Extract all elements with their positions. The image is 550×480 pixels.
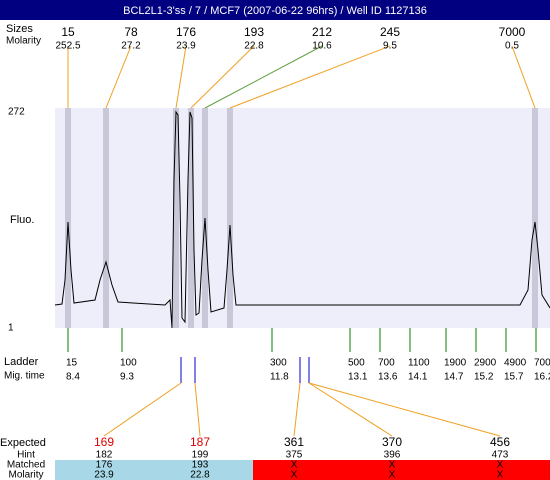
peak-connector bbox=[105, 45, 132, 109]
peak-band bbox=[188, 108, 194, 328]
hint-label: Hint bbox=[17, 450, 35, 461]
expected-value: 456 bbox=[490, 435, 510, 449]
ladder-size: 100 bbox=[120, 358, 137, 369]
ladder-size: 700 bbox=[378, 358, 395, 369]
ladder-time: 9.3 bbox=[120, 372, 134, 383]
hint-value: 473 bbox=[492, 450, 509, 461]
plot-area bbox=[55, 108, 550, 328]
trace bbox=[54, 110, 550, 329]
peak-band bbox=[103, 108, 109, 328]
expected-label: Expected bbox=[0, 437, 46, 449]
peak-molarity: 22.8 bbox=[244, 41, 264, 52]
hint-value: 199 bbox=[192, 450, 209, 461]
molarity-value: X bbox=[497, 470, 504, 480]
molarity-label: Molarity bbox=[6, 36, 41, 47]
peak-size: 193 bbox=[244, 25, 264, 39]
expected-value: 370 bbox=[382, 435, 402, 449]
ladder-time: 13.1 bbox=[348, 372, 368, 383]
peak-size: 78 bbox=[124, 25, 138, 39]
ladder-time: 14.1 bbox=[408, 372, 428, 383]
unmatched-bg bbox=[253, 460, 550, 480]
ladder-time: 14.7 bbox=[444, 372, 464, 383]
matched-value: X bbox=[497, 460, 504, 471]
expected-connector bbox=[308, 382, 393, 437]
matched-value: 193 bbox=[192, 460, 209, 471]
peak-band bbox=[227, 108, 233, 328]
peak-connector bbox=[229, 45, 391, 109]
ladder-time: 13.6 bbox=[378, 372, 398, 383]
ladder-time: 15.7 bbox=[504, 372, 524, 383]
title: BCL2L1-3'ss / 7 / MCF7 (2007-06-22 96hrs… bbox=[123, 5, 427, 17]
ladder-size: 7000 bbox=[534, 358, 550, 369]
peak-size: 212 bbox=[312, 25, 332, 39]
expected-connector bbox=[308, 382, 501, 437]
ladder-size: 500 bbox=[348, 358, 365, 369]
peak-size: 7000 bbox=[499, 25, 526, 39]
peak-size: 15 bbox=[61, 25, 75, 39]
peak-molarity: 23.9 bbox=[176, 41, 196, 52]
ladder-size: 1900 bbox=[444, 358, 467, 369]
ladder-time: 15.2 bbox=[474, 372, 494, 383]
ladder-size: 4900 bbox=[504, 358, 527, 369]
matched-value: 176 bbox=[96, 460, 113, 471]
ladder-size: 2900 bbox=[474, 358, 497, 369]
ladder-size: 1100 bbox=[408, 358, 430, 369]
y-min: 1 bbox=[8, 323, 14, 334]
expected-connector bbox=[103, 382, 182, 437]
peak-molarity: 0.5 bbox=[505, 41, 519, 52]
ladder-size: 300 bbox=[270, 358, 287, 369]
peak-band bbox=[173, 108, 179, 328]
expected-value: 361 bbox=[284, 435, 304, 449]
peak-connector bbox=[190, 45, 255, 109]
hint-value: 182 bbox=[96, 450, 113, 461]
peak-molarity: 27.2 bbox=[121, 41, 141, 52]
ladder-time: 16.2 bbox=[534, 372, 550, 383]
molarity-value: X bbox=[291, 470, 298, 480]
ladder-label: Ladder bbox=[4, 356, 39, 368]
ladder-size: 15 bbox=[66, 358, 78, 369]
molarity-value: 22.8 bbox=[190, 470, 210, 480]
expected-molarity-label: Molarity bbox=[8, 470, 43, 480]
time-label: Mig. time bbox=[4, 371, 45, 382]
ladder-time: 8.4 bbox=[66, 372, 80, 383]
peak-connector bbox=[175, 45, 187, 109]
peak-size: 176 bbox=[176, 25, 196, 39]
ladder-time: 11.8 bbox=[270, 372, 289, 383]
expected-connector bbox=[293, 382, 301, 437]
expected-value: 169 bbox=[94, 435, 114, 449]
matched-value: X bbox=[389, 460, 396, 471]
peak-size: 245 bbox=[380, 25, 400, 39]
size-label: Sizes bbox=[6, 23, 33, 35]
peak-connector bbox=[511, 45, 536, 109]
expected-connector bbox=[194, 382, 201, 437]
hint-value: 375 bbox=[286, 450, 303, 461]
peak-connector bbox=[204, 45, 323, 109]
expected-value: 187 bbox=[190, 435, 210, 449]
peak-band bbox=[65, 108, 71, 328]
matched-label: Matched bbox=[7, 460, 45, 471]
y-max: 272 bbox=[8, 107, 25, 118]
matched-value: X bbox=[291, 460, 298, 471]
peak-molarity: 9.5 bbox=[383, 41, 397, 52]
y-label: Fluo. bbox=[10, 214, 34, 226]
hint-value: 396 bbox=[384, 450, 401, 461]
peak-band bbox=[532, 108, 538, 328]
peak-molarity: 252.5 bbox=[55, 41, 80, 52]
peak-molarity: 10.6 bbox=[312, 41, 332, 52]
matched-bg bbox=[55, 460, 253, 480]
title-bar bbox=[0, 0, 550, 20]
molarity-value: 23.9 bbox=[94, 470, 114, 480]
molarity-value: X bbox=[389, 470, 396, 480]
